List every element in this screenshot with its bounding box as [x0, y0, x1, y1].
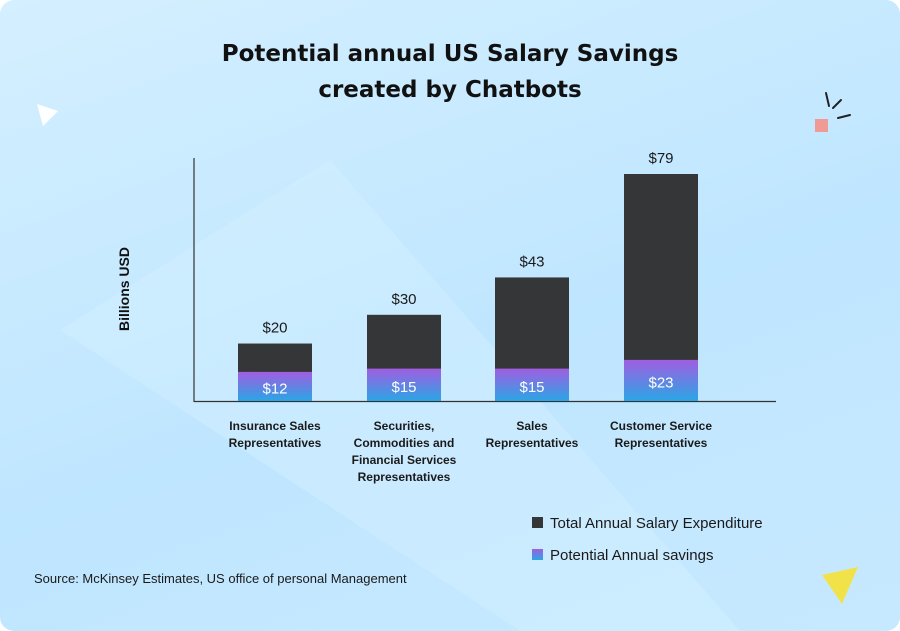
chart-title-line-2: created by Chatbots [318, 77, 582, 103]
legend-label-total: Total Annual Salary Expenditure [550, 515, 763, 532]
bars-group: $20 $12 $30 $15 $43 $15 $79 $23 [238, 150, 698, 401]
category-labels: Insurance Sales Representatives Securities… [229, 419, 713, 484]
bar-savings-3 [624, 359, 698, 401]
legend-swatch-savings [532, 549, 543, 560]
category-label-2-line-1: Representatives [486, 436, 579, 450]
bar-savings-0 [238, 371, 312, 401]
category-label-2-line-0: Sales [516, 419, 548, 433]
white-triangle-icon [37, 104, 58, 126]
savings-value-label-1: $15 [391, 379, 416, 396]
category-label-1-line-3: Representatives [358, 470, 451, 484]
total-value-label-2: $43 [519, 253, 544, 270]
chart-title-line-1: Potential annual US Salary Savings [221, 41, 679, 67]
savings-value-label-0: $12 [262, 380, 287, 397]
y-axis-label: Billions USD [116, 247, 132, 331]
category-label-1-line-0: Securities, [374, 419, 435, 433]
savings-value-label-3: $23 [648, 374, 673, 391]
total-value-label-1: $30 [391, 291, 416, 308]
legend: Total Annual Salary Expenditure Potentia… [532, 515, 763, 564]
total-value-label-0: $20 [262, 320, 287, 337]
category-label-0-line-0: Insurance Sales [229, 419, 321, 433]
sparkle-line-icon [837, 114, 851, 119]
chart-title: Potential annual US Salary Savings creat… [0, 36, 900, 108]
yellow-triangle-icon [822, 567, 858, 604]
source-note: Source: McKinsey Estimates, US office of… [34, 571, 407, 586]
category-label-3-line-1: Representatives [615, 436, 708, 450]
pink-square-icon [815, 119, 828, 132]
bar-savings-1 [367, 368, 441, 401]
legend-label-savings: Potential Annual savings [550, 547, 713, 564]
savings-value-label-2: $15 [519, 379, 544, 396]
category-label-0-line-1: Representatives [229, 436, 322, 450]
bar-savings-2 [495, 368, 569, 401]
category-label-1-line-1: Commodities and [354, 436, 455, 450]
sparkle-line-icon [832, 99, 842, 109]
legend-swatch-total [532, 517, 543, 528]
category-label-3-line-0: Customer Service [610, 419, 712, 433]
sparkle-line-icon [825, 92, 830, 107]
total-value-label-3: $79 [648, 150, 673, 167]
category-label-1-line-2: Financial Services [352, 453, 457, 467]
